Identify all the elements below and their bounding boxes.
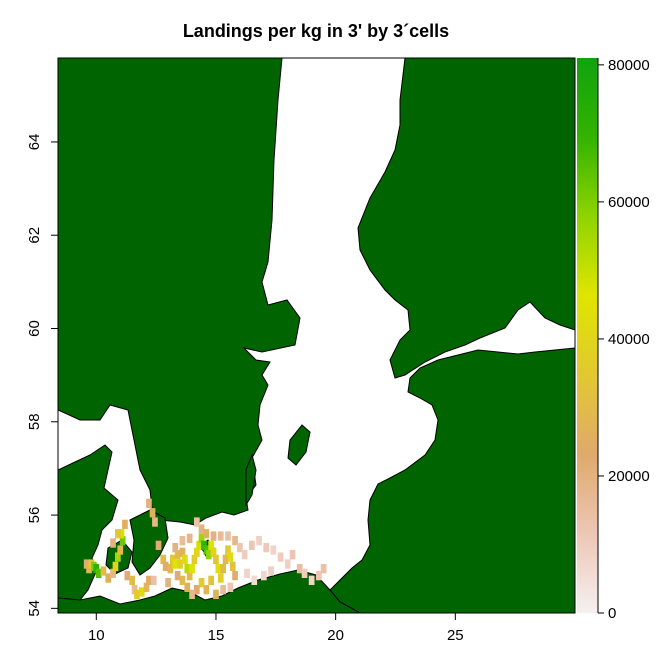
heat-cell	[156, 541, 162, 550]
heat-cell	[263, 543, 269, 552]
heat-cell	[290, 550, 296, 559]
heat-cell	[211, 531, 217, 540]
colorbar-tick-label: 60000	[608, 194, 650, 211]
y-tick-label: 64	[26, 134, 43, 151]
heat-cell	[232, 571, 238, 580]
heat-cell	[230, 562, 236, 571]
heat-cell	[172, 543, 178, 552]
heat-cell	[220, 564, 226, 573]
x-axis: 10 15 20 25	[88, 613, 464, 644]
heat-cell	[150, 508, 156, 517]
heat-cell	[189, 564, 195, 573]
heat-cell	[285, 559, 291, 568]
heat-cell	[180, 536, 186, 545]
heat-cell	[251, 576, 257, 585]
heat-cell	[225, 531, 231, 540]
heat-cell	[113, 562, 119, 571]
heat-cell	[228, 552, 234, 561]
y-tick-label: 62	[26, 227, 43, 244]
chart-title: Landings per kg in 3' by 3´cells	[183, 21, 449, 41]
heat-cell	[302, 569, 308, 578]
heat-cell	[309, 576, 315, 585]
heat-cell	[117, 545, 123, 554]
heat-cell	[146, 499, 152, 508]
heat-cell	[110, 538, 116, 547]
colorbar-tick-label: 20000	[608, 468, 650, 485]
colorbar	[577, 58, 598, 613]
heat-cell	[151, 576, 157, 585]
heat-cell	[182, 555, 188, 564]
colorbar-tick-label: 80000	[608, 57, 650, 74]
y-tick-label: 60	[26, 320, 43, 337]
heat-cell	[213, 555, 219, 564]
heat-cell	[187, 534, 193, 543]
colorbar-axis: 0 20000 40000 60000 80000	[598, 57, 650, 622]
heat-cell	[175, 571, 181, 580]
heat-cell	[204, 529, 210, 538]
x-tick-label: 15	[208, 627, 225, 644]
heat-cell	[278, 552, 284, 561]
heat-cell	[256, 536, 262, 545]
heat-cell	[321, 564, 327, 573]
heat-cell	[268, 566, 274, 575]
heat-cell	[271, 545, 277, 554]
heat-cell	[220, 585, 226, 594]
heat-cell	[218, 573, 224, 582]
heat-cell	[213, 590, 219, 599]
y-tick-label: 56	[26, 507, 43, 524]
colorbar-tick-label: 40000	[608, 331, 650, 348]
heat-cell	[228, 583, 234, 592]
y-axis: 54 56 58 60 62 64	[26, 134, 58, 617]
heat-cell	[152, 517, 158, 526]
x-tick-label: 10	[88, 627, 105, 644]
map-area	[58, 58, 575, 613]
heat-cell	[261, 571, 267, 580]
heat-cell	[115, 529, 121, 538]
heat-cell	[244, 569, 250, 578]
y-tick-label: 58	[26, 413, 43, 430]
heat-cell	[218, 531, 224, 540]
heat-cell	[242, 550, 248, 559]
x-tick-label: 25	[447, 627, 464, 644]
x-tick-label: 20	[327, 627, 344, 644]
heat-cell	[194, 517, 200, 526]
heat-cell	[122, 520, 128, 529]
heat-cell	[249, 541, 255, 550]
heat-cell	[129, 576, 135, 585]
heat-cell	[208, 576, 214, 585]
y-tick-label: 54	[26, 600, 43, 617]
heat-cell	[165, 578, 171, 587]
colorbar-tick-label: 0	[608, 605, 616, 622]
